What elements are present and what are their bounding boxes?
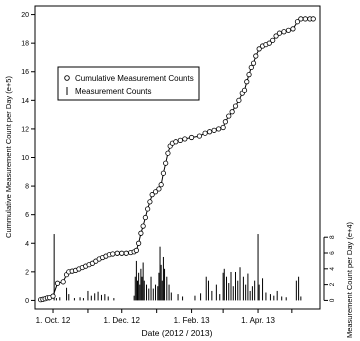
y-tick-label-left: 20 bbox=[21, 12, 29, 19]
x-tick-label: 1. Feb. 13 bbox=[174, 316, 211, 325]
data-point bbox=[123, 250, 129, 256]
legend: Cumulative Measurement Counts Measuremen… bbox=[57, 66, 200, 101]
data-point bbox=[216, 126, 222, 132]
data-point bbox=[152, 189, 159, 195]
data-point bbox=[222, 119, 228, 125]
x-axis: 1. Oct. 12 1. Dec. 12 1. Feb. 13 1. Apr. 13 bbox=[36, 309, 293, 325]
data-point bbox=[302, 16, 308, 22]
data-point bbox=[220, 124, 226, 131]
data-point bbox=[253, 53, 259, 59]
data-point bbox=[276, 30, 283, 36]
data-point bbox=[173, 139, 179, 145]
data-point bbox=[294, 19, 301, 25]
data-point bbox=[136, 240, 142, 246]
data-point bbox=[54, 280, 61, 286]
y-tick-label-left: 6 bbox=[25, 212, 29, 219]
data-point bbox=[202, 130, 208, 136]
data-point bbox=[140, 223, 146, 229]
cumulative-line bbox=[40, 18, 314, 301]
data-point bbox=[138, 230, 144, 236]
cumulative-points bbox=[38, 16, 316, 303]
data-point bbox=[110, 251, 116, 257]
data-point bbox=[50, 293, 56, 299]
y-axis-label-left: Cummulative Measurement Count per Day (e… bbox=[4, 76, 13, 238]
legend-box bbox=[57, 66, 200, 101]
data-point bbox=[290, 26, 296, 32]
data-point bbox=[250, 60, 257, 66]
data-point bbox=[142, 214, 148, 221]
y-tick-label-left: 4 bbox=[25, 241, 29, 248]
y-tick-label-left: 8 bbox=[25, 184, 29, 191]
legend-circle-symbol bbox=[64, 75, 70, 81]
right-axis: 0 2 4 6 8 bbox=[323, 235, 336, 302]
data-point bbox=[232, 103, 239, 109]
data-point bbox=[310, 16, 316, 22]
data-point bbox=[196, 133, 203, 139]
data-point bbox=[270, 37, 276, 43]
data-point bbox=[188, 134, 195, 141]
data-point bbox=[273, 33, 279, 39]
measurement-bars bbox=[40, 234, 302, 301]
data-point bbox=[165, 150, 171, 156]
data-point bbox=[207, 129, 213, 135]
y-tick-label-left: 2 bbox=[25, 269, 29, 276]
y-tick-label-left: 18 bbox=[21, 41, 29, 48]
data-point bbox=[114, 250, 120, 256]
cumulative-series-line bbox=[40, 18, 314, 301]
data-point bbox=[229, 109, 235, 115]
data-point bbox=[156, 186, 162, 192]
x-axis-label: Date (2012 / 2013) bbox=[142, 328, 213, 338]
data-point bbox=[226, 113, 232, 119]
data-point bbox=[149, 192, 155, 198]
data-point bbox=[285, 27, 292, 33]
data-point bbox=[241, 87, 248, 93]
data-point bbox=[244, 79, 250, 85]
data-point bbox=[133, 247, 139, 254]
data-point bbox=[145, 206, 151, 212]
y-tick-label-left: 14 bbox=[21, 98, 29, 105]
legend-label-cumulative: Cumulative Measurement Counts bbox=[75, 74, 194, 83]
data-point bbox=[248, 64, 254, 71]
y-tick-label-right: 8 bbox=[329, 235, 336, 239]
data-point bbox=[60, 279, 66, 285]
data-point bbox=[266, 40, 272, 46]
data-point bbox=[281, 29, 287, 35]
y-tick-label-left: 10 bbox=[21, 155, 29, 162]
y-tick-label-right: 0 bbox=[329, 298, 336, 302]
y-tick-label-left: 0 bbox=[25, 298, 29, 305]
y-tick-label-right: 6 bbox=[329, 251, 336, 255]
y-axis-label-right: Measurement Count per Day (e+4) bbox=[345, 221, 354, 338]
y-tick-label-left: 12 bbox=[21, 126, 29, 133]
data-point bbox=[163, 160, 169, 166]
legend-label-counts: Measurement Counts bbox=[75, 87, 151, 96]
x-tick-label: 1. Apr. 13 bbox=[241, 316, 275, 325]
data-point bbox=[177, 137, 183, 143]
data-point bbox=[298, 16, 304, 22]
data-point bbox=[119, 250, 125, 256]
data-point bbox=[182, 136, 188, 142]
y-tick-label-left: 16 bbox=[21, 69, 29, 76]
y-tick-label-right: 2 bbox=[329, 282, 336, 286]
data-point bbox=[147, 199, 153, 205]
data-point bbox=[160, 170, 167, 176]
plot-frame bbox=[34, 5, 321, 310]
data-point bbox=[211, 127, 217, 133]
data-point bbox=[246, 72, 252, 78]
data-point bbox=[236, 97, 242, 103]
y-tick-label-right: 4 bbox=[329, 267, 336, 271]
data-point bbox=[158, 182, 164, 188]
x-tick-label: 1. Dec. 12 bbox=[104, 316, 141, 325]
left-axis: 0 2 4 6 8 10 12 14 16 18 20 bbox=[21, 12, 35, 305]
data-point bbox=[256, 46, 262, 52]
x-tick-label: 1. Oct. 12 bbox=[36, 316, 71, 325]
